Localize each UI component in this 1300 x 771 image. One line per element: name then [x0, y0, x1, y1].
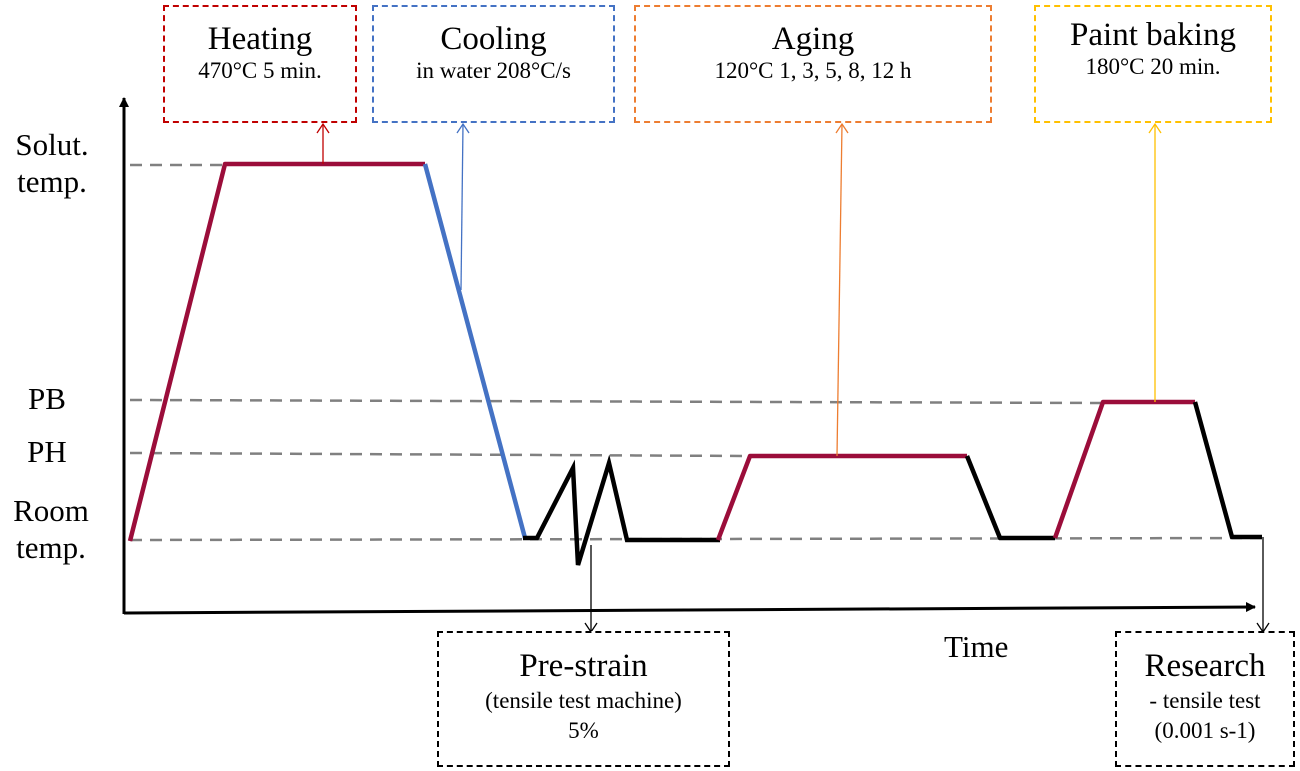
- cooling-arrow: [460, 123, 464, 291]
- room-temp-label: Room temp.: [0, 492, 106, 566]
- heating-title: Heating: [207, 21, 313, 57]
- pre-strain-value: 5%: [568, 718, 599, 743]
- post-aging-cooling-segment: [964, 455, 1055, 541]
- research-detail: - tensile test: [1149, 688, 1261, 713]
- paint-baking-title: Paint baking: [1070, 17, 1236, 53]
- final-cooling-segment: [1192, 401, 1262, 540]
- pre-strain-segment: [523, 454, 720, 566]
- heating-segment: [127, 161, 425, 542]
- solution-temp-label: Solut. temp.: [0, 126, 107, 200]
- pre-strain-title: Pre-strain: [519, 648, 648, 684]
- room-temp-label-line2: temp.: [16, 530, 86, 565]
- aging-segment: [715, 453, 967, 541]
- research-rate: (0.001 s-1): [1154, 718, 1256, 743]
- x-axis: [123, 602, 1256, 615]
- paint-baking-box: Paint baking 180°C 20 min.: [1034, 5, 1272, 123]
- paint-baking-arrowhead: [1148, 122, 1162, 134]
- cooling-arrowhead: [456, 122, 470, 134]
- solution-temp-label-line1: Solut.: [15, 127, 89, 162]
- heating-arrowhead: [316, 122, 330, 134]
- aging-title: Aging: [771, 21, 855, 57]
- room-temp-label-line1: Room: [13, 493, 89, 528]
- heating-box: Heating 470°C 5 min.: [163, 5, 357, 123]
- solution-temp-label-line2: temp.: [17, 164, 87, 199]
- heating-detail: 470°C 5 min.: [198, 58, 322, 83]
- ph-label: PH: [27, 434, 67, 469]
- cooling-detail: in water 208°C/s: [416, 58, 571, 83]
- aging-box: Aging 120°C 1, 3, 5, 8, 12 h: [634, 5, 992, 123]
- aging-arrowhead: [835, 122, 849, 134]
- research-title: Research: [1144, 648, 1266, 684]
- pb-label: PB: [28, 381, 66, 416]
- cooling-title: Cooling: [440, 21, 547, 57]
- cooling-box: Cooling in water 208°C/s: [372, 5, 615, 123]
- pre-strain-detail: (tensile test machine): [485, 688, 682, 713]
- paint-baking-detail: 180°C 20 min.: [1085, 54, 1221, 79]
- pb-reference-line: [129, 398, 1106, 405]
- research-box: Research - tensile test (0.001 s-1): [1115, 631, 1295, 767]
- cooling-segment: [422, 163, 528, 539]
- paint-baking-segment: [1052, 399, 1195, 539]
- pre-strain-box: Pre-strain (tensile test machine) 5%: [437, 631, 730, 767]
- aging-detail: 120°C 1, 3, 5, 8, 12 h: [714, 58, 912, 83]
- time-axis-label: Time: [944, 629, 1009, 664]
- ph-reference-line: [129, 451, 751, 458]
- aging-arrow: [836, 123, 843, 457]
